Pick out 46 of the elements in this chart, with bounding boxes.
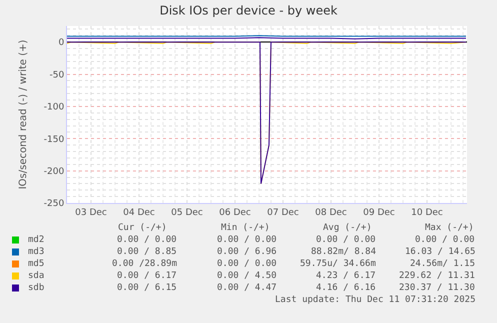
legend-label: sdb: [28, 283, 44, 293]
text: 24.56m/ 1.15: [410, 259, 476, 269]
text: 229.62 / 11.31: [399, 271, 475, 281]
y-tick-label: -200: [44, 166, 64, 177]
legend-label: md5: [28, 259, 44, 269]
x-tick-label: 03 Dec: [75, 208, 107, 218]
chart-title: Disk IOs per device - by week: [160, 3, 338, 18]
y-axis-title: IOs/second read (-) / write (+): [18, 40, 29, 190]
text: 0.00 / 0.00: [117, 235, 177, 245]
text: 0.00 / 6.17: [117, 271, 177, 281]
text: 4.23 / 6.17: [316, 271, 376, 281]
x-tick-label: 08 Dec: [315, 208, 347, 218]
text: Last update: Thu Dec 11 07:31:20 2025: [275, 295, 476, 305]
text: 59.75u/ 34.66m: [300, 259, 376, 269]
y-tick-label: -50: [49, 70, 64, 80]
x-tick-label: 06 Dec: [219, 208, 251, 218]
text: 16.03 / 14.65: [405, 247, 476, 257]
text: 230.37 / 11.30: [399, 283, 475, 293]
text: Max (-/+): [425, 223, 474, 233]
text: 0.00 / 0.00: [316, 235, 376, 245]
text: 0.00 / 8.85: [117, 247, 177, 257]
x-tick-label: 04 Dec: [123, 208, 155, 218]
text: 0.00 /28.89m: [112, 259, 178, 269]
legend-label: sda: [28, 271, 44, 281]
legend-label: md2: [28, 235, 44, 245]
text: Min (-/+): [221, 223, 270, 233]
text: 0.00 / 6.15: [117, 283, 177, 293]
y-tick-label: -250: [44, 199, 64, 210]
legend-label: md3: [28, 247, 44, 257]
y-tick-label: 0: [58, 38, 64, 48]
text: 0.00 / 0.00: [217, 235, 277, 245]
text: Avg (-/+): [323, 223, 372, 233]
y-tick-label: -150: [44, 134, 64, 145]
text: 88.82m/ 8.84: [311, 247, 376, 257]
text: 0.00 / 4.47: [217, 283, 277, 293]
x-tick-label: 09 Dec: [363, 208, 395, 218]
x-tick-label: 05 Dec: [171, 208, 203, 218]
text: Cur (-/+): [118, 223, 167, 233]
text: 0.00 / 0.00: [217, 259, 277, 269]
y-tick-label: -100: [44, 102, 64, 113]
text: 0.00 / 4.50: [217, 271, 277, 281]
x-tick-label: 07 Dec: [267, 208, 299, 218]
text: 0.00 / 6.96: [217, 247, 277, 257]
text: 4.16 / 6.16: [316, 283, 376, 293]
x-tick-label: 10 Dec: [411, 208, 443, 218]
text: 0.00 / 0.00: [415, 235, 475, 245]
